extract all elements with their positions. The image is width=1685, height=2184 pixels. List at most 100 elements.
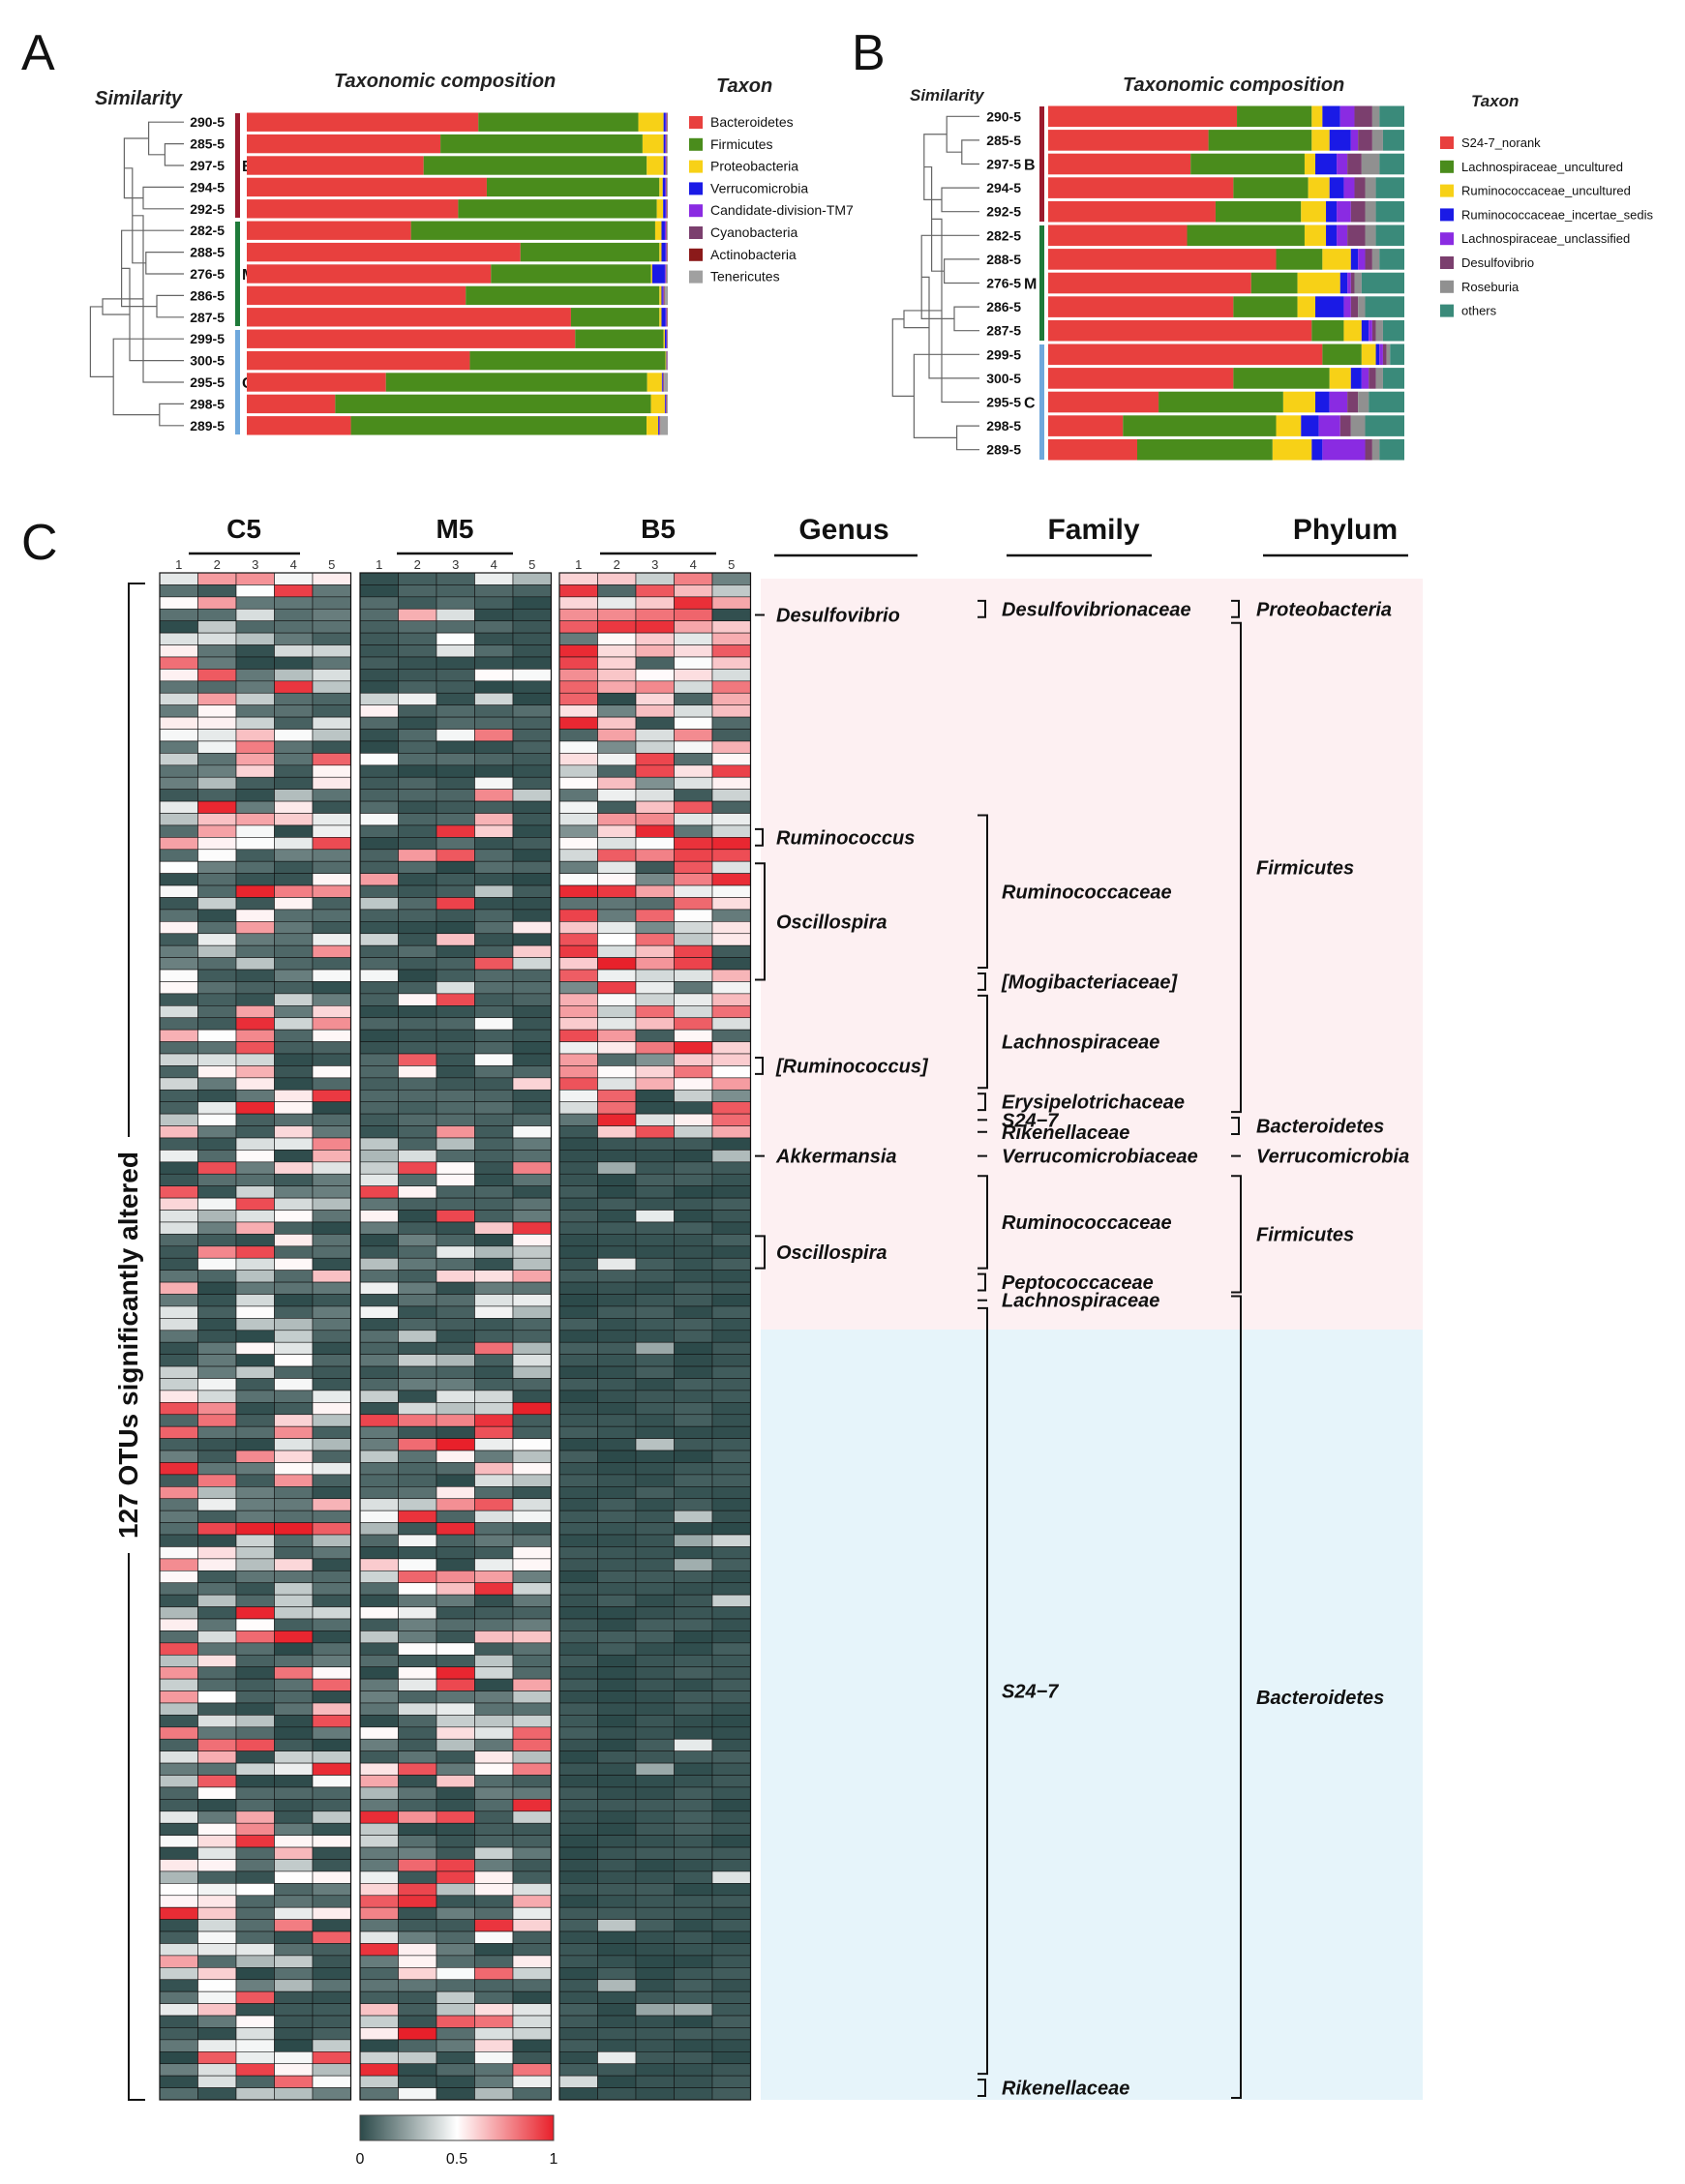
heatmap-cell-c5-r22-c5 [313, 825, 351, 837]
heatmap-cell-m5-r76-c5 [513, 1475, 552, 1486]
heatmap-cell-c5-r36-c5 [313, 994, 351, 1005]
heatmap-cell-m5-r5-c1 [360, 621, 399, 633]
sample-label: 292-5 [986, 204, 1021, 220]
heatmap-cell-b5-r82-c5 [712, 1546, 751, 1558]
heatmap-cell-b5-r117-c3 [636, 1967, 675, 1979]
heatmap-cell-c5-r123-c1 [160, 2040, 198, 2051]
heatmap-cell-b5-r94-c1 [559, 1691, 598, 1703]
heatmap-cell-b5-r22-c1 [559, 825, 598, 837]
heatmap-cell-c5-r123-c3 [236, 2040, 275, 2051]
heatmap-cell-m5-r78-c5 [513, 1499, 552, 1511]
heatmap-cell-c5-r74-c1 [160, 1451, 198, 1462]
heatmap-cell-c5-r12-c2 [198, 705, 237, 717]
heatmap-cell-m5-r31-c1 [360, 934, 399, 945]
heatmap-cell-b5-r34-c2 [598, 970, 637, 981]
heatmap-cell-m5-r46-c3 [436, 1114, 475, 1125]
heatmap-cell-c5-r106-c5 [313, 1836, 351, 1847]
replicate-number: 2 [414, 557, 421, 572]
heatmap-cell-c5-r23-c5 [313, 837, 351, 849]
heatmap-cell-b5-r102-c1 [559, 1787, 598, 1799]
b-bar-299-5-desulfovibrio [1383, 344, 1387, 366]
heatmap-cell-m5-r1-c1 [360, 573, 399, 584]
heatmap-cell-c5-r27-c4 [275, 885, 314, 897]
heatmap-cell-b5-r44-c3 [636, 1090, 675, 1101]
heatmap-cell-m5-r124-c4 [475, 2051, 514, 2063]
heatmap-cell-m5-r46-c1 [360, 1114, 399, 1125]
heatmap-cell-b5-r62-c4 [675, 1306, 713, 1318]
heatmap-cell-b5-r106-c5 [712, 1836, 751, 1847]
heatmap-cell-b5-r70-c1 [559, 1402, 598, 1414]
heatmap-cell-b5-r80-c3 [636, 1523, 675, 1535]
heatmap-cell-c5-r30-c4 [275, 921, 314, 933]
heatmap-cell-m5-r16-c5 [513, 753, 552, 764]
b-bar-294-5-lachnospiraceae-unclassified [1343, 177, 1354, 198]
heatmap-cell-b5-r123-c1 [559, 2040, 598, 2051]
heatmap-cell-m5-r25-c4 [475, 861, 514, 873]
heatmap-cell-c5-r41-c5 [313, 1054, 351, 1065]
heatmap-cell-b5-r32-c1 [559, 945, 598, 957]
heatmap-cell-b5-r15-c1 [559, 741, 598, 753]
heatmap-cell-m5-r51-c3 [436, 1174, 475, 1185]
heatmap-cell-m5-r126-c1 [360, 2076, 399, 2087]
heatmap-cell-m5-r82-c1 [360, 1546, 399, 1558]
heatmap-cell-m5-r88-c2 [399, 1619, 437, 1631]
heatmap-cell-c5-r35-c4 [275, 981, 314, 993]
heatmap-cell-c5-r45-c1 [160, 1102, 198, 1114]
sample-label: 290-5 [190, 114, 225, 130]
heatmap-cell-b5-r32-c2 [598, 945, 637, 957]
heatmap-cell-c5-r84-c2 [198, 1571, 237, 1582]
heatmap-cell-b5-r71-c2 [598, 1415, 637, 1426]
heatmap-cell-b5-r37-c2 [598, 1005, 637, 1017]
heatmap-cell-c5-r21-c2 [198, 814, 237, 825]
heatmap-cell-b5-r116-c2 [598, 1956, 637, 1967]
heatmap-cell-c5-r91-c3 [236, 1655, 275, 1666]
heatmap-cell-c5-r116-c3 [236, 1956, 275, 1967]
heatmap-cell-m5-r111-c5 [513, 1896, 552, 1907]
heatmap-cell-m5-r59-c4 [475, 1271, 514, 1282]
heatmap-cell-m5-r52-c3 [436, 1186, 475, 1198]
b-bar-276-5-ruminococcaceae-uncultured [1298, 273, 1340, 294]
heatmap-cell-b5-r29-c2 [598, 910, 637, 921]
heatmap-cell-c5-r53-c1 [160, 1198, 198, 1210]
heatmap-cell-b5-r53-c5 [712, 1198, 751, 1210]
heatmap-cell-m5-r92-c2 [399, 1667, 437, 1679]
heatmap-cell-b5-r105-c2 [598, 1823, 637, 1835]
genus-label: [Ruminococcus] [775, 1056, 929, 1077]
heatmap-cell-m5-r9-c3 [436, 669, 475, 680]
heatmap-cell-c5-r63-c2 [198, 1318, 237, 1330]
heatmap-cell-m5-r3-c4 [475, 597, 514, 609]
heatmap-cell-m5-r52-c4 [475, 1186, 514, 1198]
heatmap-cell-b5-r43-c2 [598, 1078, 637, 1090]
heatmap-cell-c5-r15-c2 [198, 741, 237, 753]
heatmap-cell-b5-r59-c4 [675, 1271, 713, 1282]
legend-label: Proteobacteria [710, 159, 798, 174]
heatmap-cell-m5-r117-c5 [513, 1967, 552, 1979]
heatmap-cell-m5-r54-c5 [513, 1211, 552, 1222]
heatmap-cell-b5-r111-c4 [675, 1896, 713, 1907]
heatmap-cell-m5-r68-c3 [436, 1378, 475, 1390]
heatmap-cell-c5-r38-c2 [198, 1018, 237, 1030]
heatmap-cell-m5-r84-c1 [360, 1571, 399, 1582]
heatmap-cell-c5-r76-c5 [313, 1475, 351, 1486]
heatmap-cell-b5-r121-c1 [559, 2016, 598, 2027]
heatmap-cell-m5-r58-c2 [399, 1258, 437, 1270]
a-bar-289-5-tenericutes [660, 416, 668, 434]
heatmap-cell-c5-r28-c3 [236, 897, 275, 909]
heatmap-cell-b5-r32-c3 [636, 945, 675, 957]
heatmap-cell-c5-r93-c4 [275, 1679, 314, 1690]
heatmap-cell-b5-r47-c3 [636, 1126, 675, 1138]
heatmap-cell-m5-r84-c5 [513, 1571, 552, 1582]
b-bar-286-5-s24-7-norank [1048, 296, 1233, 317]
heatmap-cell-m5-r125-c5 [513, 2064, 552, 2076]
heatmap-cell-c5-r68-c2 [198, 1378, 237, 1390]
heatmap-cell-c5-r48-c3 [236, 1138, 275, 1150]
heatmap-cell-m5-r95-c1 [360, 1703, 399, 1715]
heatmap-cell-c5-r69-c2 [198, 1391, 237, 1402]
heatmap-cell-b5-r21-c3 [636, 814, 675, 825]
a-bar-298-5-firmicutes [335, 395, 650, 413]
heatmap-cell-m5-r75-c1 [360, 1462, 399, 1474]
heatmap-cell-c5-r61-c3 [236, 1295, 275, 1306]
heatmap-cell-m5-r54-c4 [475, 1211, 514, 1222]
heatmap-cell-b5-r76-c1 [559, 1475, 598, 1486]
a-bar-288-5-candidate-division-tm7 [666, 243, 667, 261]
